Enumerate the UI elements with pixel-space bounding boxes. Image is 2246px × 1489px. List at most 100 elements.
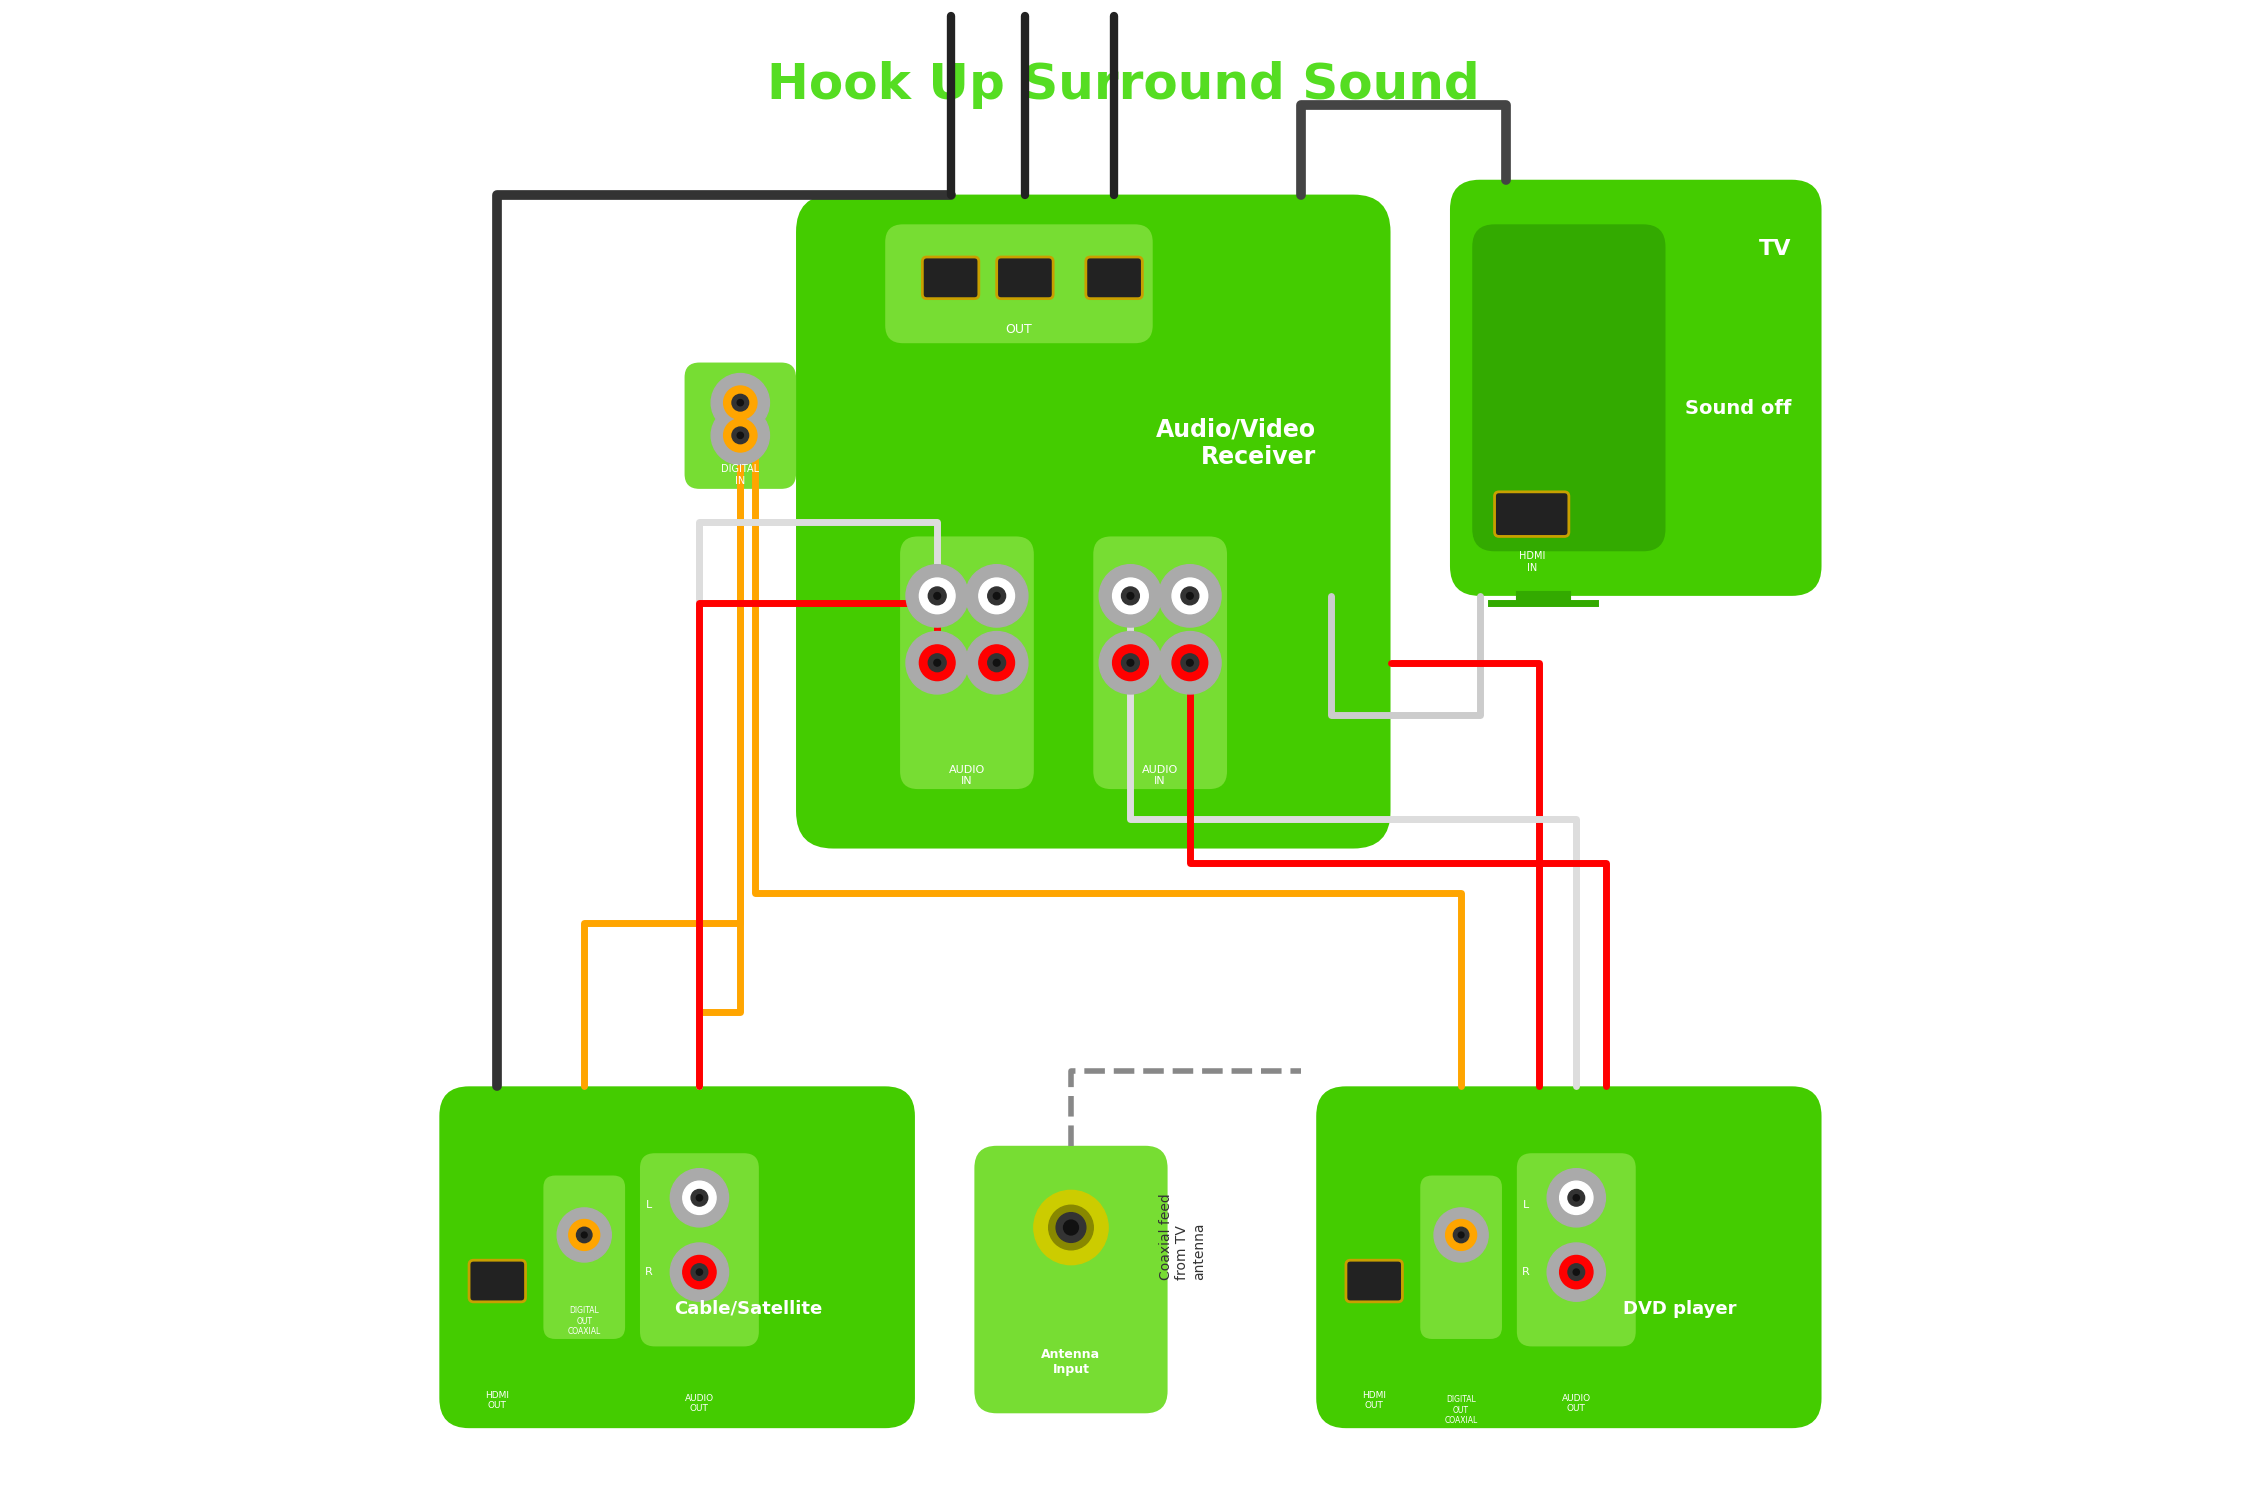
Circle shape: [1172, 578, 1208, 613]
FancyBboxPatch shape: [1419, 1175, 1503, 1339]
Circle shape: [1159, 564, 1222, 627]
FancyBboxPatch shape: [923, 258, 979, 299]
Text: Coaxial feed
from TV
antenna: Coaxial feed from TV antenna: [1159, 1193, 1206, 1279]
Circle shape: [1112, 645, 1148, 680]
Circle shape: [669, 1243, 728, 1301]
Circle shape: [979, 578, 1015, 613]
FancyBboxPatch shape: [1094, 536, 1226, 789]
Circle shape: [966, 564, 1029, 627]
FancyBboxPatch shape: [1451, 180, 1822, 596]
Circle shape: [692, 1264, 707, 1281]
Circle shape: [966, 631, 1029, 694]
Circle shape: [1112, 578, 1148, 613]
Circle shape: [577, 1227, 593, 1243]
Text: R: R: [645, 1267, 654, 1278]
Circle shape: [1049, 1205, 1094, 1249]
Circle shape: [1446, 1219, 1476, 1251]
Circle shape: [712, 374, 770, 432]
Circle shape: [723, 418, 757, 453]
Circle shape: [732, 427, 748, 444]
Text: Audio/Video
Receiver: Audio/Video Receiver: [1157, 417, 1316, 469]
Circle shape: [683, 1181, 716, 1215]
Circle shape: [692, 1190, 707, 1206]
Circle shape: [568, 1219, 600, 1251]
Circle shape: [1159, 631, 1222, 694]
Text: Sound off: Sound off: [1684, 399, 1792, 418]
Circle shape: [1559, 1255, 1592, 1289]
Circle shape: [737, 399, 743, 406]
Circle shape: [1568, 1264, 1586, 1281]
Circle shape: [1433, 1208, 1489, 1263]
Circle shape: [1186, 660, 1193, 666]
FancyBboxPatch shape: [685, 362, 795, 488]
Circle shape: [1458, 1231, 1464, 1237]
Circle shape: [582, 1231, 586, 1237]
Circle shape: [1127, 660, 1134, 666]
Circle shape: [919, 578, 955, 613]
Circle shape: [979, 645, 1015, 680]
Circle shape: [1181, 587, 1199, 605]
Circle shape: [1572, 1269, 1579, 1275]
Circle shape: [712, 406, 770, 465]
Circle shape: [696, 1269, 703, 1275]
Circle shape: [993, 660, 999, 666]
FancyBboxPatch shape: [1345, 1260, 1402, 1301]
Circle shape: [934, 660, 941, 666]
Text: AUDIO
OUT: AUDIO OUT: [1561, 1394, 1590, 1413]
Circle shape: [669, 1169, 728, 1227]
Circle shape: [1172, 645, 1208, 680]
Circle shape: [737, 432, 743, 438]
Circle shape: [1186, 593, 1193, 599]
Text: AUDIO
IN: AUDIO IN: [948, 764, 986, 786]
Text: DIGITAL
OUT
COAXIAL: DIGITAL OUT COAXIAL: [568, 1306, 602, 1336]
FancyBboxPatch shape: [885, 225, 1152, 344]
Circle shape: [1547, 1243, 1606, 1301]
Circle shape: [723, 386, 757, 420]
Text: HDMI
OUT: HDMI OUT: [1361, 1391, 1386, 1410]
Circle shape: [1033, 1190, 1107, 1264]
Circle shape: [1572, 1194, 1579, 1202]
Circle shape: [1127, 593, 1134, 599]
Text: L: L: [647, 1200, 651, 1211]
Circle shape: [905, 631, 968, 694]
Circle shape: [1181, 654, 1199, 672]
Circle shape: [988, 587, 1006, 605]
Circle shape: [988, 654, 1006, 672]
Text: AUDIO
OUT: AUDIO OUT: [685, 1394, 714, 1413]
Circle shape: [1098, 631, 1161, 694]
Circle shape: [928, 587, 946, 605]
FancyBboxPatch shape: [1316, 1087, 1822, 1428]
Circle shape: [1568, 1190, 1586, 1206]
Circle shape: [1056, 1212, 1085, 1242]
Text: OUT: OUT: [1006, 323, 1033, 337]
FancyBboxPatch shape: [469, 1260, 526, 1301]
Text: R: R: [1523, 1267, 1530, 1278]
Circle shape: [1098, 564, 1161, 627]
Text: Cable/Satellite: Cable/Satellite: [674, 1300, 822, 1318]
Circle shape: [919, 645, 955, 680]
Circle shape: [732, 395, 748, 411]
Circle shape: [1065, 1219, 1078, 1234]
Text: L: L: [1523, 1200, 1530, 1211]
FancyBboxPatch shape: [440, 1087, 914, 1428]
Circle shape: [993, 593, 999, 599]
FancyBboxPatch shape: [1494, 491, 1570, 536]
FancyBboxPatch shape: [901, 536, 1033, 789]
FancyBboxPatch shape: [1473, 225, 1667, 551]
Text: TV: TV: [1759, 240, 1792, 259]
FancyBboxPatch shape: [1085, 258, 1143, 299]
Circle shape: [1547, 1169, 1606, 1227]
Circle shape: [928, 654, 946, 672]
Circle shape: [683, 1255, 716, 1289]
Circle shape: [696, 1194, 703, 1202]
FancyBboxPatch shape: [795, 195, 1390, 849]
FancyBboxPatch shape: [544, 1175, 624, 1339]
FancyBboxPatch shape: [975, 1145, 1168, 1413]
Text: DVD player: DVD player: [1624, 1300, 1736, 1318]
FancyBboxPatch shape: [997, 258, 1053, 299]
Circle shape: [905, 564, 968, 627]
Circle shape: [934, 593, 941, 599]
FancyBboxPatch shape: [1516, 1152, 1635, 1346]
Circle shape: [557, 1208, 611, 1263]
Circle shape: [1453, 1227, 1469, 1243]
